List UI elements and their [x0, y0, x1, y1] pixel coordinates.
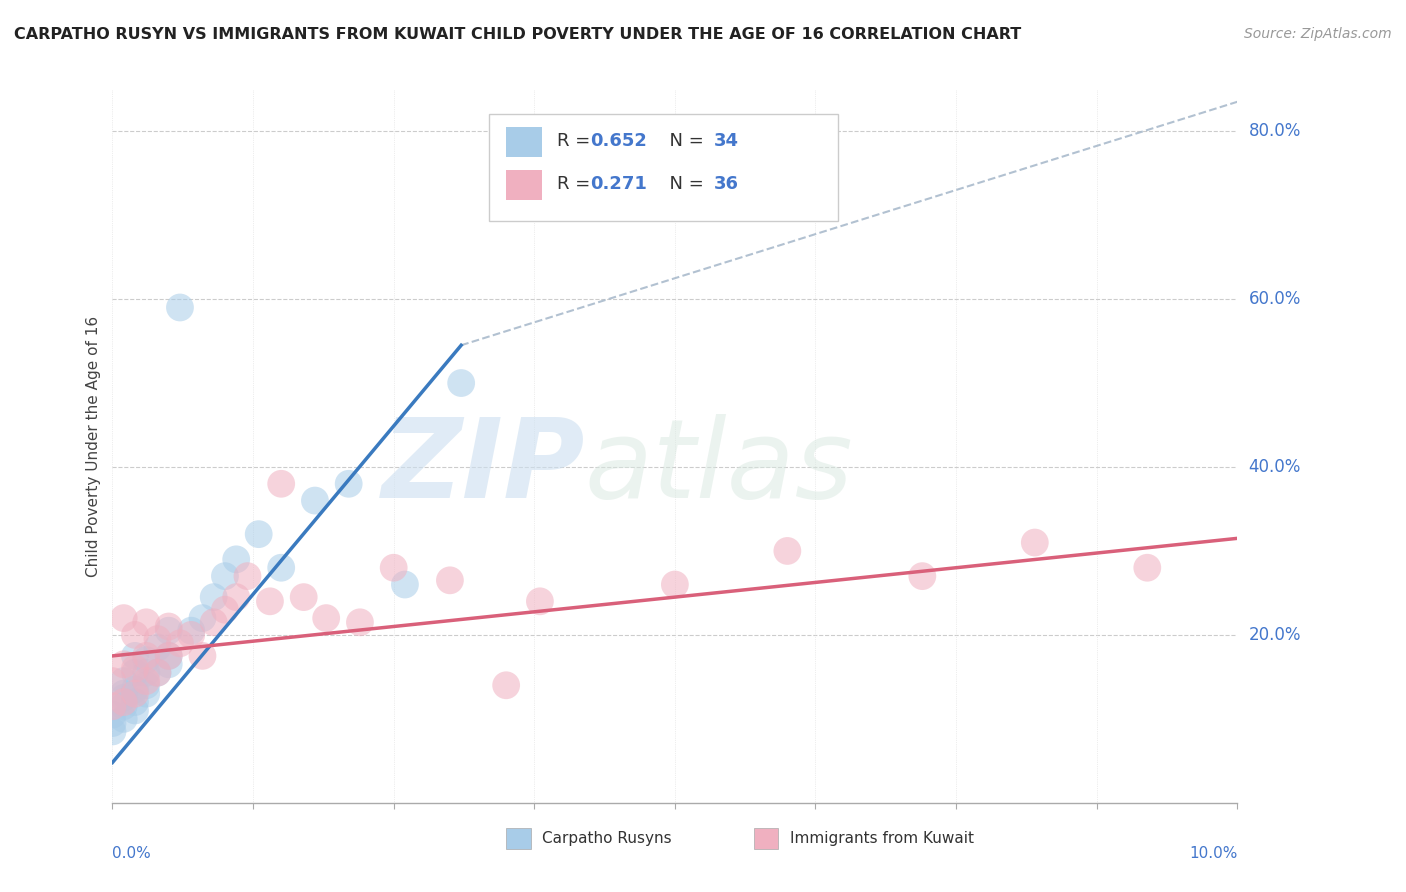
Point	[124, 703, 146, 717]
Point	[214, 603, 236, 617]
Point	[112, 674, 135, 689]
Point	[135, 687, 157, 701]
Text: R =: R =	[557, 175, 596, 193]
Point	[124, 682, 146, 697]
Point	[450, 376, 472, 390]
FancyBboxPatch shape	[506, 169, 543, 200]
Text: Immigrants from Kuwait: Immigrants from Kuwait	[790, 831, 973, 846]
Text: 10.0%: 10.0%	[1189, 846, 1237, 861]
Text: Source: ZipAtlas.com: Source: ZipAtlas.com	[1244, 27, 1392, 41]
Text: 36: 36	[714, 175, 740, 193]
Point	[157, 648, 180, 663]
Point	[202, 590, 225, 604]
Text: R =: R =	[557, 132, 596, 150]
Point	[157, 619, 180, 633]
Point	[247, 527, 270, 541]
Text: N =: N =	[658, 132, 710, 150]
Point	[135, 674, 157, 689]
Point	[169, 636, 191, 650]
Text: 80.0%: 80.0%	[1249, 122, 1301, 140]
Point	[124, 695, 146, 709]
Point	[135, 615, 157, 630]
Text: 0.652: 0.652	[591, 132, 647, 150]
FancyBboxPatch shape	[489, 114, 838, 221]
Point	[292, 590, 315, 604]
Point	[112, 690, 135, 705]
Text: N =: N =	[658, 175, 710, 193]
Point	[304, 493, 326, 508]
Y-axis label: Child Poverty Under the Age of 16: Child Poverty Under the Age of 16	[86, 316, 101, 576]
Point	[135, 678, 157, 692]
FancyBboxPatch shape	[506, 828, 531, 849]
Point	[259, 594, 281, 608]
Point	[135, 653, 157, 667]
Point	[135, 665, 157, 680]
Point	[124, 628, 146, 642]
FancyBboxPatch shape	[754, 828, 779, 849]
Point	[495, 678, 517, 692]
Point	[124, 648, 146, 663]
Point	[439, 574, 461, 588]
Point	[157, 648, 180, 663]
Point	[529, 594, 551, 608]
Point	[112, 611, 135, 625]
Point	[124, 661, 146, 675]
Point	[101, 707, 124, 722]
Point	[146, 632, 169, 646]
Point	[112, 712, 135, 726]
Text: CARPATHO RUSYN VS IMMIGRANTS FROM KUWAIT CHILD POVERTY UNDER THE AGE OF 16 CORRE: CARPATHO RUSYN VS IMMIGRANTS FROM KUWAIT…	[14, 27, 1021, 42]
Text: 34: 34	[714, 132, 740, 150]
Point	[101, 674, 124, 689]
Text: 40.0%: 40.0%	[1249, 458, 1301, 476]
Text: 0.271: 0.271	[591, 175, 647, 193]
Point	[124, 665, 146, 680]
Point	[157, 657, 180, 672]
Text: 60.0%: 60.0%	[1249, 290, 1301, 308]
Point	[349, 615, 371, 630]
Text: Carpatho Rusyns: Carpatho Rusyns	[543, 831, 672, 846]
Point	[225, 590, 247, 604]
Point	[157, 624, 180, 638]
Point	[270, 560, 292, 574]
Point	[112, 657, 135, 672]
Text: ZIP: ZIP	[381, 414, 585, 521]
Point	[146, 665, 169, 680]
Point	[337, 476, 360, 491]
Point	[202, 615, 225, 630]
Point	[135, 648, 157, 663]
Point	[101, 716, 124, 731]
Point	[911, 569, 934, 583]
Text: 0.0%: 0.0%	[112, 846, 152, 861]
Point	[315, 611, 337, 625]
Point	[180, 624, 202, 638]
Point	[101, 699, 124, 714]
Point	[236, 569, 259, 583]
Point	[664, 577, 686, 591]
Point	[146, 665, 169, 680]
Point	[124, 687, 146, 701]
Text: atlas: atlas	[585, 414, 853, 521]
Point	[394, 577, 416, 591]
Point	[180, 628, 202, 642]
Point	[776, 544, 799, 558]
Point	[270, 476, 292, 491]
Point	[214, 569, 236, 583]
Point	[225, 552, 247, 566]
Point	[101, 724, 124, 739]
Point	[382, 560, 405, 574]
Point	[146, 640, 169, 655]
Point	[112, 687, 135, 701]
Point	[1136, 560, 1159, 574]
Point	[1024, 535, 1046, 549]
Text: 20.0%: 20.0%	[1249, 626, 1301, 644]
Point	[112, 699, 135, 714]
Point	[191, 611, 214, 625]
Point	[112, 695, 135, 709]
Point	[169, 301, 191, 315]
Point	[191, 648, 214, 663]
FancyBboxPatch shape	[506, 127, 543, 157]
